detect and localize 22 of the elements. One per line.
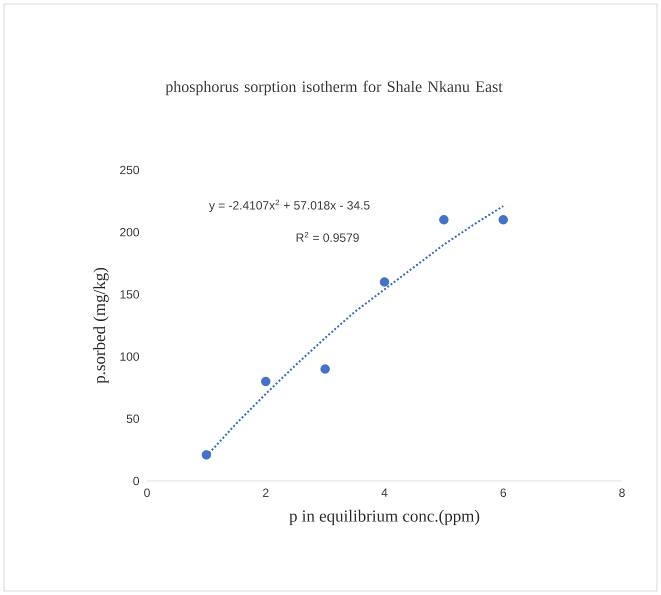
y-tick-label: 250: [120, 166, 140, 174]
y-tick-label: 200: [120, 228, 140, 236]
y-tick-label: 0: [133, 476, 140, 486]
point: [498, 215, 508, 224]
y-tick-label: 150: [120, 290, 140, 299]
annotation: y = -2.4107x$^{2}$ + 57.018x - 34.5: [208, 200, 370, 212]
x-tick-label: 4: [381, 488, 388, 497]
y-tick-label: 100: [120, 352, 140, 361]
annotation: R$^{2}$ = 0.9579: [296, 232, 359, 242]
chart-title: phosphorus sorption isotherm for Shale Nkanu East: [166, 80, 503, 96]
point: [320, 364, 330, 374]
y-tick-label: 50: [126, 414, 140, 424]
point: [439, 215, 449, 224]
x-tick-label: 6: [500, 488, 506, 497]
x-tick-label: 2: [263, 488, 268, 497]
point: [261, 376, 270, 386]
x-tick-label: 0: [144, 488, 150, 497]
x-axis-title: p in equilibrium conc.(ppm): [289, 510, 480, 526]
point: [380, 277, 390, 287]
point: [202, 450, 212, 460]
y-axis-title: p.sorbed (mg/kg): [93, 268, 109, 384]
x-tick-label: 8: [619, 488, 625, 497]
